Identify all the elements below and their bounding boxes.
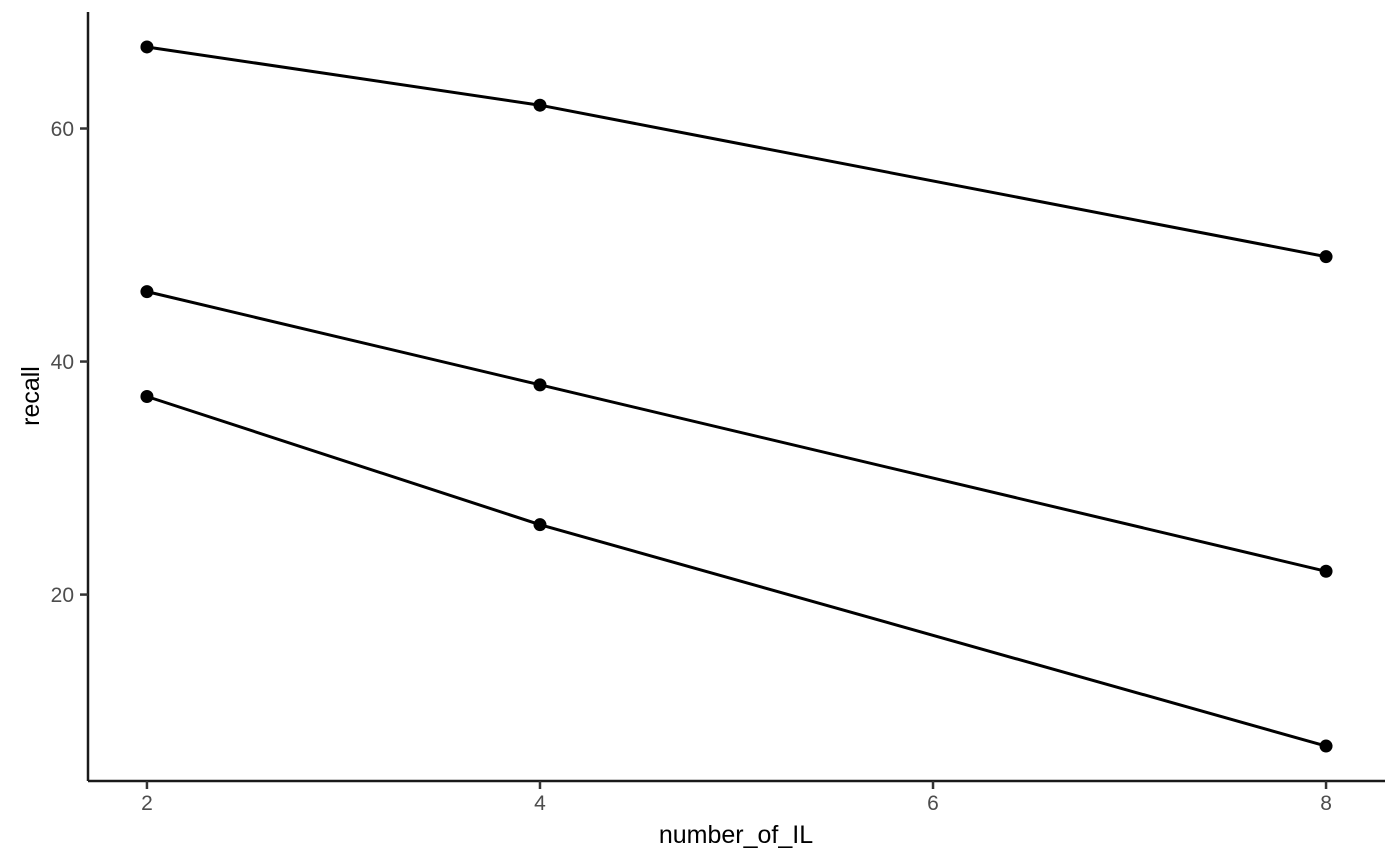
plot-area: 2 4 6 8 20 40 60 — [51, 12, 1385, 815]
y-tick-label: 40 — [51, 351, 74, 374]
x-tick-label: 6 — [927, 792, 939, 815]
data-point-top-line — [533, 98, 547, 112]
series-line-top-line — [145, 45, 1328, 259]
series-line-middle-line — [145, 290, 1328, 573]
data-point-bottom-line — [140, 390, 154, 403]
data-point-bottom-line — [1319, 739, 1333, 753]
data-point-middle-line — [1319, 564, 1333, 578]
x-axis-title: number_of_IL — [659, 821, 813, 849]
y-tick-label: 20 — [51, 584, 74, 607]
series-line-bottom-line — [145, 395, 1328, 748]
data-point-bottom-line — [533, 518, 547, 532]
data-point-top-line — [1319, 250, 1333, 264]
x-tick-label: 4 — [534, 792, 546, 815]
data-point-top-line — [140, 40, 154, 54]
y-tick-label: 60 — [51, 118, 74, 141]
y-axis-title: recall — [17, 366, 45, 426]
data-point-middle-line — [533, 378, 547, 392]
x-tick-label: 2 — [141, 792, 153, 815]
data-point-middle-line — [140, 285, 154, 299]
x-tick-label: 8 — [1320, 792, 1332, 815]
